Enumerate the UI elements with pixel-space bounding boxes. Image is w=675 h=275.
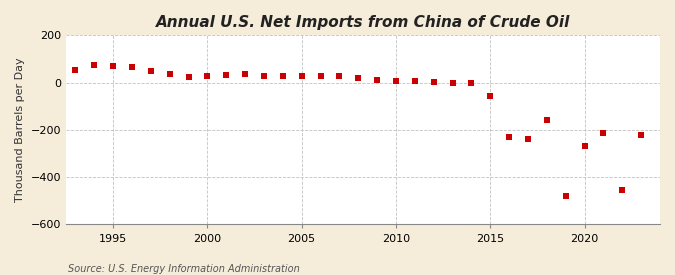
Point [391, 79, 402, 84]
Point [428, 80, 439, 84]
Point [183, 75, 194, 79]
Point [315, 74, 326, 78]
Point [447, 80, 458, 85]
Point [296, 73, 307, 78]
Title: Annual U.S. Net Imports from China of Crude Oil: Annual U.S. Net Imports from China of Cr… [156, 15, 570, 30]
Point [617, 188, 628, 192]
Point [334, 73, 345, 78]
Point [353, 76, 364, 80]
Y-axis label: Thousand Barrels per Day: Thousand Barrels per Day [15, 57, 25, 202]
Point [636, 133, 647, 137]
Point [372, 78, 383, 82]
Point [560, 194, 571, 198]
Point [221, 73, 232, 77]
Point [579, 144, 590, 149]
Point [145, 68, 156, 73]
Point [485, 94, 495, 98]
Point [126, 65, 137, 70]
Point [240, 72, 250, 76]
Point [410, 79, 421, 84]
Point [541, 118, 552, 123]
Point [598, 131, 609, 136]
Point [70, 67, 81, 72]
Point [259, 73, 269, 78]
Point [277, 74, 288, 78]
Point [164, 72, 175, 76]
Point [202, 74, 213, 78]
Point [108, 64, 119, 68]
Point [466, 80, 477, 85]
Point [89, 63, 100, 67]
Text: Source: U.S. Energy Information Administration: Source: U.S. Energy Information Administ… [68, 264, 299, 274]
Point [522, 137, 533, 142]
Point [504, 135, 514, 139]
